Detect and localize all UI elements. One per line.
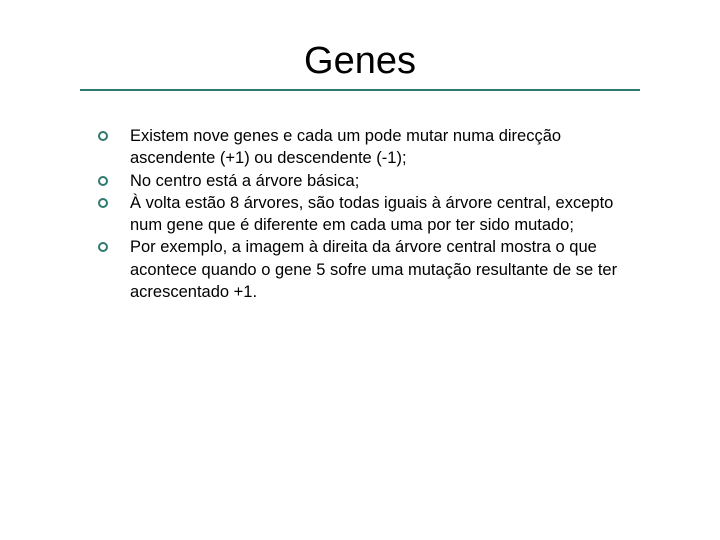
bullet-icon (98, 131, 108, 141)
list-item-text: Por exemplo, a imagem à direita da árvor… (130, 236, 650, 303)
list-item-text: À volta estão 8 árvores, são todas iguai… (130, 192, 650, 237)
list-item: Existem nove genes e cada um pode mutar … (98, 125, 650, 170)
bullet-icon (98, 242, 108, 252)
title-container: Genes (50, 40, 670, 85)
title-underline (80, 89, 640, 91)
bullet-list: Existem nove genes e cada um pode mutar … (50, 125, 670, 303)
list-item-text: Existem nove genes e cada um pode mutar … (130, 125, 650, 170)
list-item-text: No centro está a árvore básica; (130, 170, 650, 192)
slide: Genes Existem nove genes e cada um pode … (0, 0, 720, 540)
list-item: Por exemplo, a imagem à direita da árvor… (98, 236, 650, 303)
list-item: À volta estão 8 árvores, são todas iguai… (98, 192, 650, 237)
bullet-icon (98, 198, 108, 208)
page-title: Genes (304, 40, 416, 85)
list-item: No centro está a árvore básica; (98, 170, 650, 192)
bullet-icon (98, 176, 108, 186)
